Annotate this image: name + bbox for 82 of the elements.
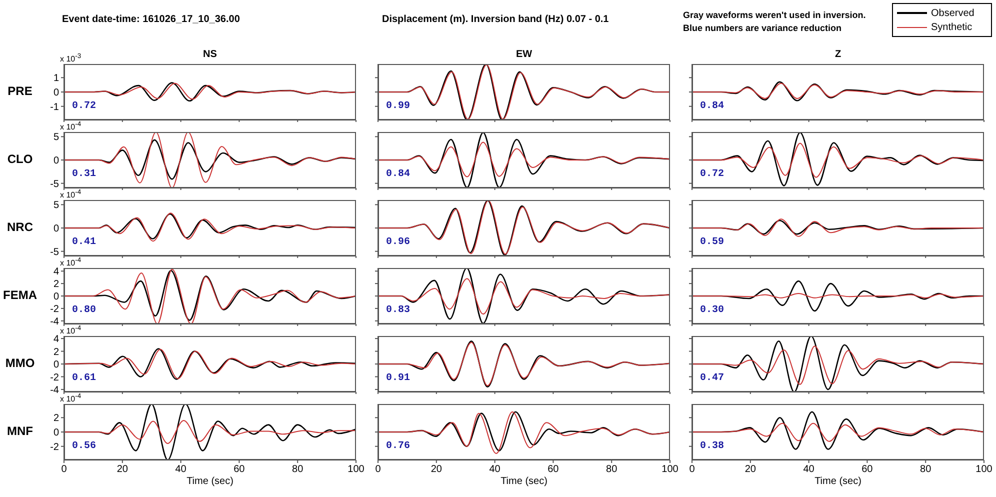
y-tick-label: 2 (53, 413, 60, 424)
text: x 10$^{-4}$ (60, 188, 82, 201)
x-tick-label: 40 (175, 464, 187, 476)
annotation: 0.31 (72, 169, 96, 180)
y-tick-label: -2 (50, 304, 60, 315)
y-tick-label: 5 (53, 200, 60, 212)
chart-title: Z (834, 49, 842, 60)
x-axis-title: Time (sec) (814, 476, 862, 487)
legend-label: Synthetic (931, 22, 972, 32)
y-tick-label: -1 (50, 102, 60, 113)
y-tick-label: 1 (53, 73, 60, 84)
y-tick-label: 4 (53, 266, 60, 278)
annotation: 0.83 (386, 305, 410, 316)
y-tick-label: 5 (53, 132, 60, 144)
text: x 10$^{-4}$ (60, 256, 82, 269)
chart-title: NS (203, 49, 217, 60)
y-axis-title: MMO (4, 356, 36, 370)
y-tick-label: -2 (50, 372, 60, 384)
x-tick-label: 40 (803, 464, 815, 476)
y-axis-title: FEMA (2, 288, 38, 302)
y-tick-label: 0 (53, 224, 60, 235)
y-tick-label: 0 (53, 360, 60, 371)
x-tick-label: 60 (234, 464, 246, 476)
annotation: 0.47 (700, 373, 724, 384)
annotation: 0.72 (700, 169, 724, 180)
text: x 10$^{-3}$ (60, 52, 82, 65)
x-tick-label: 20 (744, 464, 756, 476)
x-tick-label: 20 (430, 464, 442, 476)
annotation: 0.30 (700, 305, 724, 316)
y-axis-title: PRE (6, 84, 34, 98)
y-axis-title: MNF (6, 424, 34, 438)
text: Event date-time: 161026_17_10_36.00 (62, 14, 240, 25)
y-tick-label: -5 (50, 246, 60, 258)
x-tick-label: 100 (976, 464, 993, 476)
x-tick-label: 20 (116, 464, 128, 476)
annotation: 0.41 (72, 237, 96, 248)
y-axis-title: CLO (6, 152, 34, 166)
text: x 10$^{-4}$ (60, 392, 82, 405)
y-tick-label: 2 (53, 346, 60, 358)
text: x 10$^{-4}$ (60, 120, 82, 133)
annotation: 0.91 (386, 373, 410, 384)
text: x 10$^{-4}$ (60, 324, 82, 337)
annotation: 0.38 (700, 441, 724, 452)
y-tick-label: 2 (53, 279, 60, 290)
annotation: 0.84 (386, 169, 410, 180)
x-tick-label: 0 (61, 464, 68, 476)
annotation: 0.72 (72, 101, 96, 112)
annotation: 0.76 (386, 441, 410, 452)
text: Blue numbers are variance reduction (683, 23, 842, 33)
y-tick-label: 4 (53, 334, 60, 346)
x-tick-label: 100 (662, 464, 679, 476)
legend-label: Observed (931, 8, 974, 18)
x-tick-label: 60 (548, 464, 560, 476)
annotation: 0.59 (700, 237, 724, 248)
text: Gray waveforms weren't used in inversion. (683, 10, 866, 20)
y-tick-label: -2 (50, 442, 60, 453)
y-axis-title: NRC (6, 220, 34, 234)
annotation: 0.99 (386, 101, 410, 112)
x-tick-label: 40 (489, 464, 501, 476)
chart-title: EW (514, 49, 534, 60)
annotation: 0.84 (700, 101, 724, 112)
y-tick-label: 0 (53, 88, 60, 99)
x-axis-title: Time (sec) (500, 476, 548, 487)
x-axis-title: Time (sec) (186, 476, 234, 487)
x-tick-label: 80 (292, 464, 304, 476)
annotation: 0.56 (72, 441, 96, 452)
x-tick-label: 80 (606, 464, 618, 476)
annotation: 0.96 (386, 237, 410, 248)
text: Displacement (m). Inversion band (Hz) 0.07 - 0.1 (382, 14, 609, 25)
x-tick-label: 80 (920, 464, 932, 476)
annotation: 0.61 (72, 373, 96, 384)
x-tick-label: 0 (689, 464, 696, 476)
x-tick-label: 100 (348, 464, 365, 476)
y-tick-label: -4 (50, 316, 60, 328)
annotation: 0.80 (72, 305, 96, 316)
y-tick-label: 0 (53, 156, 60, 167)
x-tick-label: 0 (375, 464, 382, 476)
y-tick-label: -5 (50, 178, 60, 190)
y-tick-label: -4 (50, 385, 60, 396)
y-tick-label: 0 (53, 428, 60, 439)
x-tick-label: 60 (862, 464, 874, 476)
y-tick-label: 0 (53, 292, 60, 303)
